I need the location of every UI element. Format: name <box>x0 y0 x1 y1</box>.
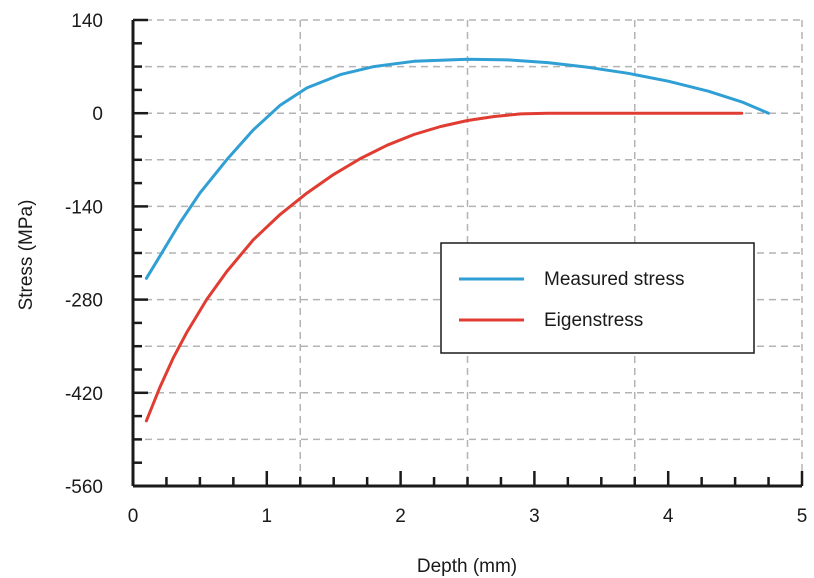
legend: Measured stress Eigenstress <box>440 242 755 354</box>
series-line-eigenstress <box>144 111 744 423</box>
grid-lines <box>133 19 803 486</box>
y-tick-label: -140 <box>65 197 103 218</box>
x-tick-label: 3 <box>529 506 540 527</box>
y-tick-label: 140 <box>71 11 103 32</box>
tick-labels: 140 0 -140 -280 -420 -560 0 1 2 3 4 5 <box>65 11 807 527</box>
x-tick-label: 1 <box>262 506 273 527</box>
legend-box <box>440 242 755 354</box>
y-tick-label: -280 <box>65 291 103 312</box>
y-tick-label: 0 <box>92 104 103 125</box>
legend-label-eigenstress: Eigenstress <box>544 310 643 331</box>
x-tick-label: 2 <box>395 506 406 527</box>
y-tick-label: -420 <box>65 384 103 405</box>
x-tick-label: 0 <box>128 506 139 527</box>
x-axis-title: Depth (mm) <box>417 556 517 577</box>
y-axis-title: Stress (MPa) <box>16 200 37 311</box>
x-tick-label: 4 <box>663 506 674 527</box>
y-tick-label: -560 <box>65 477 103 498</box>
series-line-measured-stress <box>144 57 770 280</box>
x-tick-label: 5 <box>797 506 808 527</box>
tick-marks <box>131 18 804 488</box>
legend-label-measured-stress: Measured stress <box>544 269 684 290</box>
series-lines <box>144 57 770 423</box>
